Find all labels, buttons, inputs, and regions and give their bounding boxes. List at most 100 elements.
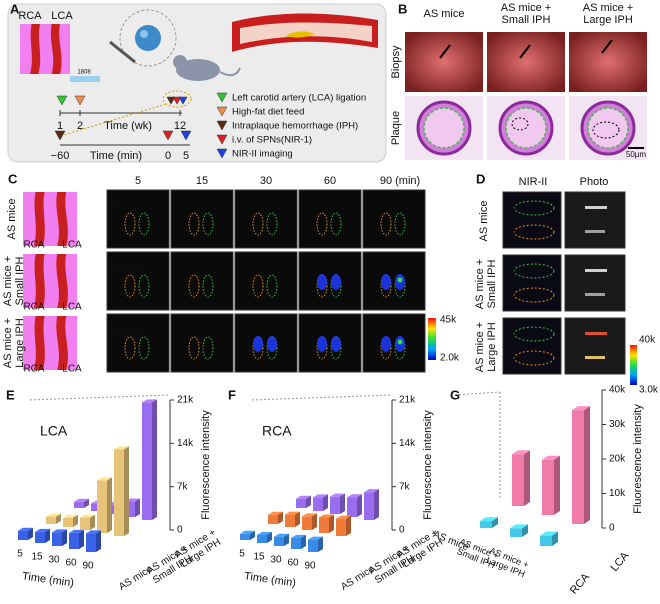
vessel-label: LCA [51, 10, 73, 22]
bar [291, 537, 301, 549]
bar-side [552, 531, 558, 546]
marker-triangle [216, 92, 228, 103]
y-tick-label: 7k [177, 481, 189, 492]
photo-vessel [585, 332, 607, 335]
bar [347, 497, 357, 517]
fluorescence-image [362, 189, 426, 249]
bar-top [86, 530, 101, 534]
bar-top [291, 534, 306, 538]
bar-top [240, 530, 255, 534]
chart-title: LCA [40, 423, 68, 439]
y-tick-label: 10k [609, 488, 626, 499]
y-tick-label: 30k [609, 419, 626, 430]
signal [317, 274, 327, 290]
bar-side [152, 399, 157, 520]
roi-rca [513, 287, 555, 303]
bar-side [79, 529, 84, 549]
y-tick-label: 0 [177, 525, 183, 536]
signal [253, 336, 263, 352]
row-label: AS mice + [2, 318, 14, 368]
panel-label: F [228, 387, 236, 402]
signal-hot [397, 277, 403, 283]
fluorescence-image [298, 313, 362, 373]
photo-vessel [585, 269, 607, 272]
panel-label: G [450, 387, 460, 402]
signal [331, 274, 341, 290]
image-label: RCA [113, 204, 128, 211]
axis-label: Time (wk) [104, 120, 152, 132]
bar [285, 514, 295, 527]
panel-label: C [8, 171, 18, 186]
row-label: Large IPH [486, 322, 498, 372]
panel-a-art [7, 3, 387, 163]
depth-label: RCA [568, 571, 593, 597]
marker-triangle [216, 120, 228, 131]
bar [313, 497, 323, 511]
bar [91, 503, 101, 511]
image-label: RCA [113, 328, 128, 335]
bar-top [18, 527, 33, 531]
tick-label: 1 [57, 120, 63, 132]
roi-lca [138, 212, 150, 236]
roi-lca [330, 336, 342, 360]
y-axis-label: Fluorescence intensity [422, 410, 434, 520]
panel-label: A [10, 1, 20, 16]
y-tick-label: 0 [609, 523, 615, 534]
bar-top [364, 489, 379, 493]
bar-top [52, 529, 67, 533]
bar-side [56, 513, 61, 524]
fluorescence-image [298, 251, 362, 311]
bar [114, 449, 124, 536]
bar-side [301, 534, 306, 549]
marker-triangle [216, 134, 228, 145]
bar-side [124, 446, 129, 536]
bar-side [492, 517, 498, 528]
photo-image [564, 254, 626, 312]
bar-top [540, 531, 558, 536]
vessel-label: LCA [62, 302, 82, 313]
x-tick-label: 60 [65, 558, 77, 569]
marker-triangle [216, 106, 228, 117]
fluorescence-image [362, 313, 426, 373]
signal [317, 336, 327, 352]
row-label: AS mice + [2, 256, 14, 306]
bar-side [135, 498, 140, 517]
bar-top [336, 515, 351, 519]
x-tick-label: 60 [287, 558, 299, 569]
bar [319, 517, 329, 533]
image-label: LCA [129, 204, 143, 211]
image-label: LCA [509, 327, 516, 341]
bar-side [318, 536, 323, 552]
x-tick-label: 30 [48, 555, 60, 566]
roi-lca [330, 212, 342, 236]
bar [86, 533, 96, 552]
bar-top [330, 493, 345, 497]
roi-rca [188, 212, 200, 236]
bar-side [374, 489, 379, 520]
roi-lca [202, 212, 214, 236]
roi-lca [202, 336, 214, 360]
colorbar-label: 2.0k [440, 353, 460, 364]
roi-rca [124, 212, 136, 236]
bar-top [74, 498, 89, 502]
legend-text: i.v. of SPNs(NIR-1) [232, 135, 312, 146]
roi-lca [513, 326, 555, 342]
scale-bar-label: 50μm [626, 150, 647, 159]
bar-side [45, 528, 50, 543]
row-label: AS mice + [474, 259, 486, 309]
bar-side [90, 514, 95, 530]
fluorescence-image [106, 251, 170, 311]
column-header: Small IPH [502, 14, 551, 26]
bar-top [257, 531, 272, 535]
roi-lca [394, 336, 406, 360]
fluorescence-image [170, 189, 234, 249]
marker-triangle [54, 130, 66, 141]
roi-lca [266, 274, 278, 298]
bar-side [312, 513, 317, 530]
x-tick-label: 90 [82, 561, 94, 572]
bar-top [63, 514, 78, 518]
roi-lca [513, 263, 555, 279]
legend-text: High-fat diet feed [232, 107, 304, 118]
fluorescence-image [106, 189, 170, 249]
